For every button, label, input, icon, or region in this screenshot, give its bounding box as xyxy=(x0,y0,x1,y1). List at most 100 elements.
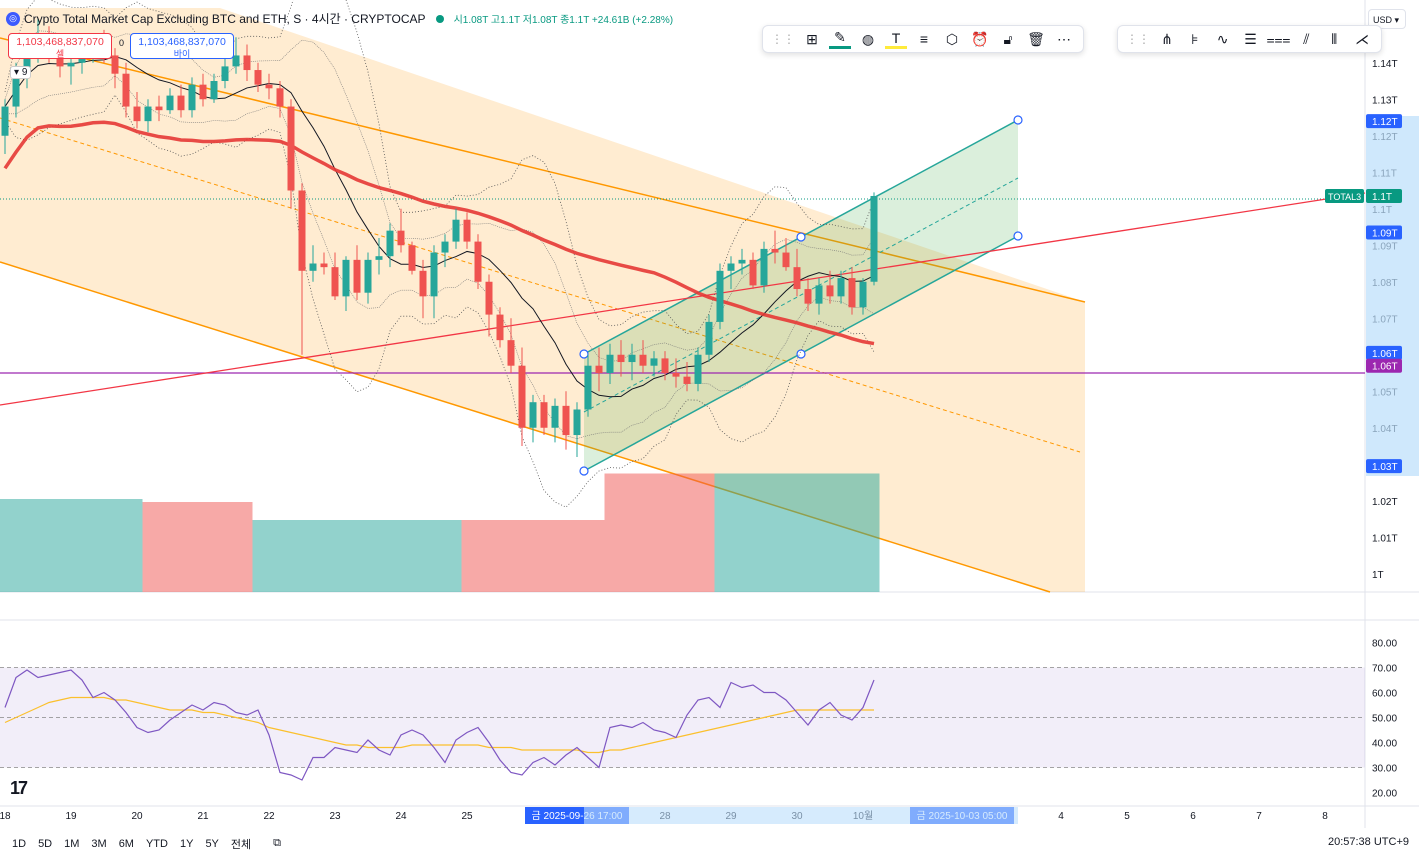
drag-handle-icon[interactable]: ⋮⋮ xyxy=(771,32,795,46)
settings-icon[interactable]: ⬡ xyxy=(945,30,959,47)
candle-body xyxy=(606,354,614,373)
parallel-icon[interactable]: ⫽ xyxy=(1303,30,1310,47)
volume-bar xyxy=(791,473,803,592)
range-button-1[interactable]: 5D xyxy=(38,837,53,850)
range-button-5[interactable]: YTD xyxy=(145,837,168,850)
time-tick: 18 xyxy=(0,811,11,822)
range-button-8[interactable]: 전체 xyxy=(230,838,252,851)
candle-body xyxy=(298,190,306,271)
pitchfork-icon[interactable]: ⋔ xyxy=(1161,30,1173,47)
volume-bar xyxy=(494,520,506,592)
currency-label: USD xyxy=(1373,15,1393,25)
spread-value: 0 xyxy=(119,38,125,48)
candle-body xyxy=(716,270,724,322)
candle-body xyxy=(144,106,152,122)
rsi-tick: 20.00 xyxy=(1372,789,1397,800)
drawing-toolbar[interactable]: ⋮⋮ ⊞ ✎ ◍ T ≡ ⬡ ⏰ 🔓︎ 🗑︎ ⋯ xyxy=(762,25,1084,53)
volume-bar xyxy=(505,520,517,592)
fan-icon[interactable]: ⋌ xyxy=(1355,30,1370,47)
drawing-tools-panel[interactable]: ⋮⋮ ⋔ ⊧ ∿ ☰ ⩶ ⫽ ⦀ ⋌ xyxy=(1117,25,1382,53)
more-icon[interactable]: ⋯ xyxy=(1057,30,1071,47)
time-tick: 5 xyxy=(1124,811,1130,822)
rsi-tick: 60.00 xyxy=(1372,689,1397,700)
volume-bar xyxy=(395,520,407,592)
time-tick: 22 xyxy=(263,811,275,822)
volume-bar xyxy=(98,499,110,592)
candle-body xyxy=(584,365,592,410)
buy-button[interactable]: 1,103,468,837,070 바이 xyxy=(130,33,234,59)
trash-icon[interactable]: 🗑︎ xyxy=(1027,30,1045,47)
channel-handle-5 xyxy=(579,466,589,476)
candle-body xyxy=(188,84,196,111)
candle-body xyxy=(837,278,845,297)
candle-body xyxy=(815,285,823,304)
symbol-tag: TOTAL3 xyxy=(1328,192,1361,202)
bars-icon[interactable]: ⦀ xyxy=(1331,30,1338,47)
volume-bar xyxy=(186,502,198,592)
text-icon[interactable]: T xyxy=(885,30,907,49)
candle-body xyxy=(694,354,702,384)
candle-body xyxy=(628,354,636,363)
volume-bar xyxy=(65,499,77,592)
candle-body xyxy=(793,267,801,290)
volume-bar xyxy=(32,499,44,592)
market-status-icon xyxy=(435,14,444,23)
drag-handle-icon[interactable]: ⋮⋮ xyxy=(1126,32,1150,46)
alert-icon[interactable]: ⏰ xyxy=(971,30,989,47)
indicator-toggle[interactable]: ▾ 9 xyxy=(10,66,32,79)
lines-icon[interactable]: ☰ xyxy=(1244,30,1257,47)
range-button-2[interactable]: 1M xyxy=(64,837,80,850)
lock-icon[interactable]: 🔓︎ xyxy=(1003,30,1013,47)
volume-bar xyxy=(109,499,121,592)
volume-bar xyxy=(296,520,308,592)
volume-bar xyxy=(164,502,176,592)
volume-bar xyxy=(780,473,792,592)
volume-bar xyxy=(197,502,209,592)
curve-icon[interactable]: ∿ xyxy=(1216,30,1229,47)
candle-body xyxy=(1,106,9,136)
date-range-icon[interactable]: ⧉ xyxy=(273,837,282,849)
candle-body xyxy=(474,241,482,282)
candle-body xyxy=(430,252,438,297)
range-button-7[interactable]: 5Y xyxy=(205,837,219,850)
range-button-6[interactable]: 1Y xyxy=(179,837,194,850)
volume-bar xyxy=(681,473,693,592)
candle-body xyxy=(287,106,295,191)
volume-bar xyxy=(120,499,132,592)
time-tick: 19 xyxy=(65,811,77,822)
volume-bar xyxy=(604,473,616,592)
range-button-4[interactable]: 6M xyxy=(118,837,134,850)
currency-select[interactable]: USD ▾ xyxy=(1368,9,1406,29)
fib-icon[interactable]: ⊧ xyxy=(1191,30,1199,47)
candle-body xyxy=(166,95,174,111)
rsi-ma-line xyxy=(4,696,874,754)
volume-bar xyxy=(76,499,88,592)
volume-bar xyxy=(417,520,429,592)
range-button-3[interactable]: 3M xyxy=(91,837,107,850)
volume-bar xyxy=(450,520,462,592)
price-label: 1.06T xyxy=(1372,349,1398,360)
candle-body xyxy=(276,88,284,107)
volume-bar xyxy=(538,520,550,592)
buy-price: 1,103,468,837,070 xyxy=(138,36,226,48)
candle-body xyxy=(859,281,867,308)
channel-icon[interactable]: ⩶ xyxy=(1266,30,1291,47)
line-width-icon[interactable]: ≡ xyxy=(919,31,929,47)
volume-bar xyxy=(406,520,418,592)
symbol-logo-icon: ◎ xyxy=(6,11,20,26)
pencil-icon[interactable]: ✎ xyxy=(829,29,851,49)
candle-body xyxy=(661,358,669,373)
time-tick: 21 xyxy=(197,811,209,822)
candle-body xyxy=(309,263,317,271)
volume-bar xyxy=(747,473,759,592)
fill-icon[interactable]: ◍ xyxy=(861,30,875,47)
grid-icon[interactable]: ⊞ xyxy=(806,30,818,47)
chart-title[interactable]: Crypto Total Market Cap Excluding BTC an… xyxy=(24,12,426,26)
sell-button[interactable]: 1,103,468,837,070 셀 xyxy=(8,33,112,59)
volume-bar xyxy=(175,502,187,592)
time-tick: 23 xyxy=(329,811,341,822)
volume-bar xyxy=(648,473,660,592)
rsi-tick: 30.00 xyxy=(1372,764,1397,775)
range-button-0[interactable]: 1D xyxy=(12,837,27,850)
